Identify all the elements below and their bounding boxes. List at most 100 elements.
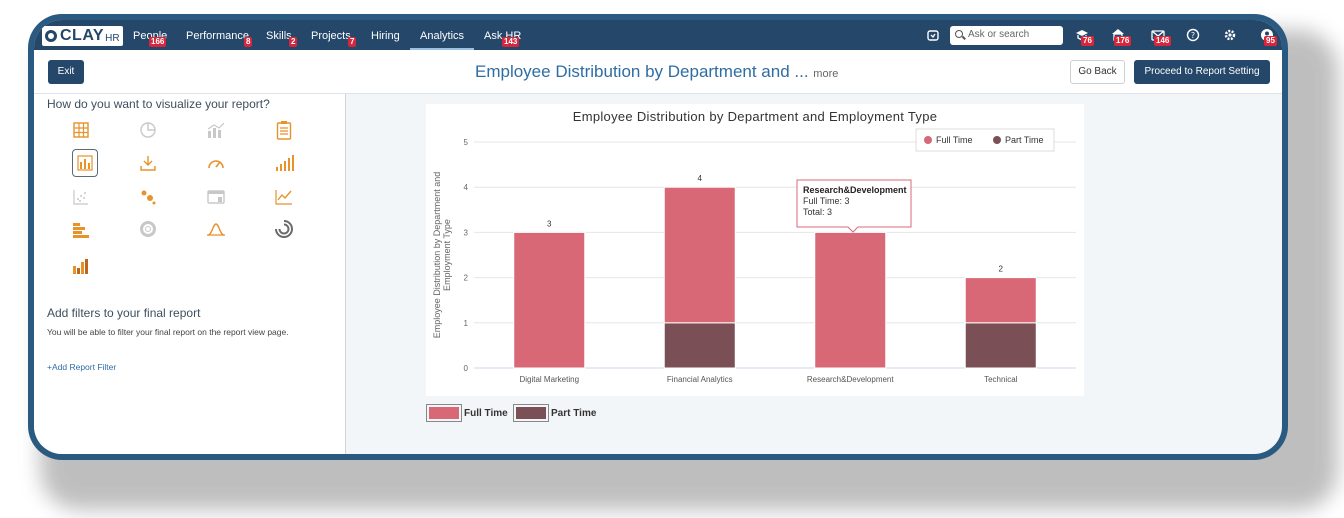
profile-icon[interactable]: 95: [1260, 28, 1277, 46]
logo-text: CLAY: [60, 27, 105, 44]
page-title: Employee Distribution by Department and …: [475, 62, 838, 82]
horizontal-bar-chart-icon[interactable]: [68, 218, 94, 244]
bar-total-label: 2: [999, 265, 1004, 274]
bar-total-label: 3: [547, 219, 552, 228]
help-icon[interactable]: ?: [1186, 28, 1200, 42]
stacked-bar-chart: Employee Distribution by Department and …: [432, 109, 1076, 384]
tooltip-box: [796, 179, 912, 233]
y-tick-label: 5: [464, 138, 469, 147]
tasks-badge: 76: [1081, 36, 1094, 46]
logo-suffix: HR: [105, 32, 120, 44]
nav-people[interactable]: People 166: [133, 30, 167, 47]
legend-full-time-marker: [924, 136, 932, 144]
scatter-plot-icon[interactable]: [68, 184, 94, 210]
nav-hiring-label: Hiring: [371, 30, 400, 42]
bar-full-time: [663, 186, 736, 324]
report-header: Exit Employee Distribution by Department…: [34, 50, 1282, 94]
x-tick-label: Digital Marketing: [519, 375, 579, 384]
waterfall-chart-icon[interactable]: [68, 253, 94, 279]
download-icon[interactable]: [135, 150, 161, 176]
bar-part-time: [663, 322, 736, 369]
announcements-icon[interactable]: 176: [1111, 28, 1132, 46]
tooltip-line2: Total: 3: [803, 207, 832, 217]
nav-skills-badge: 2: [289, 37, 298, 47]
ascending-bars-icon[interactable]: [271, 150, 297, 176]
page-title-text: Employee Distribution by Department and …: [475, 62, 809, 81]
profile-badge: 95: [1264, 36, 1277, 46]
nav-projects-label: Projects: [311, 30, 351, 42]
bottom-legend-full-time-label: Full Time: [464, 407, 508, 419]
line-chart-icon[interactable]: [271, 184, 297, 210]
x-tick-label: Technical: [984, 375, 1018, 384]
nav-ask-hr[interactable]: Ask HR 143: [484, 30, 521, 47]
exit-button[interactable]: Exit: [48, 60, 84, 84]
tasks-icon[interactable]: 76: [1075, 28, 1094, 46]
search-input[interactable]: Ask or search: [950, 26, 1063, 45]
go-back-button[interactable]: Go Back: [1070, 60, 1125, 84]
nav-hiring[interactable]: Hiring: [371, 30, 400, 42]
top-navbar: CLAY HR People 166 Performance 8 Skills …: [34, 20, 1282, 50]
legend-part-time-marker: [993, 136, 1001, 144]
y-tick-label: 1: [464, 319, 469, 328]
pie-chart-icon[interactable]: [135, 117, 161, 143]
mail-icon[interactable]: 146: [1151, 28, 1172, 46]
bottom-legend-part-time[interactable]: Part Time: [513, 404, 596, 422]
search-placeholder: Ask or search: [968, 29, 1030, 40]
y-tick-label: 0: [464, 364, 469, 373]
clayhr-logo[interactable]: CLAY HR: [42, 26, 123, 46]
nav-performance[interactable]: Performance 8: [186, 30, 253, 47]
gear-icon[interactable]: [1223, 28, 1237, 42]
x-tick-label: Financial Analytics: [667, 375, 733, 384]
nav-projects[interactable]: Projects 7: [311, 30, 357, 47]
y-tick-label: 3: [464, 228, 469, 237]
alarm-clock-icon[interactable]: [926, 28, 940, 42]
bar-total-label: 4: [698, 174, 703, 183]
bubble-chart-icon[interactable]: [135, 184, 161, 210]
nav-people-badge: 166: [149, 37, 167, 47]
y-tick-label: 4: [464, 183, 469, 192]
tooltip-line1: Full Time: 3: [803, 196, 850, 206]
nav-ask-hr-badge: 143: [502, 37, 520, 47]
proceed-button[interactable]: Proceed to Report Setting: [1134, 60, 1270, 84]
chart-container: Employee Distribution by Department and …: [426, 104, 1084, 396]
bottom-legend-part-time-label: Part Time: [551, 407, 597, 419]
gauge-chart-icon[interactable]: [203, 150, 229, 176]
radial-chart-icon[interactable]: [271, 216, 297, 242]
part-time-swatch: [513, 404, 549, 422]
legend-full-time-label: Full Time: [936, 135, 973, 145]
combo-chart-icon[interactable]: [203, 117, 229, 143]
table-chart-icon[interactable]: [68, 117, 94, 143]
nav-analytics[interactable]: Analytics: [410, 30, 475, 50]
x-tick-label: Research&Development: [807, 375, 894, 384]
announcements-badge: 176: [1114, 36, 1132, 46]
full-time-swatch: [426, 404, 462, 422]
add-report-filter-link[interactable]: +Add Report Filter: [47, 362, 117, 372]
filters-heading: Add filters to your final report: [47, 306, 201, 320]
nav-skills[interactable]: Skills 2: [266, 30, 298, 47]
donut-chart-icon[interactable]: [135, 216, 161, 242]
nav-skills-label: Skills: [266, 30, 292, 42]
more-link[interactable]: more: [813, 68, 839, 80]
report-clipboard-icon[interactable]: [271, 117, 297, 143]
y-tick-label: 2: [464, 274, 469, 283]
y-axis-label: Employee Distribution by Department andE…: [432, 172, 452, 339]
mail-badge: 146: [1154, 36, 1172, 46]
legend-part-time-label: Part Time: [1005, 135, 1044, 145]
app-window: CLAY HR People 166 Performance 8 Skills …: [34, 20, 1282, 454]
bar-full-time: [513, 231, 586, 369]
bottom-legend-full-time[interactable]: Full Time: [426, 404, 508, 422]
bar-full-time: [964, 277, 1037, 324]
nav-projects-badge: 7: [348, 37, 357, 47]
card-widget-icon[interactable]: [203, 184, 229, 210]
visualize-heading: How do you want to visualize your report…: [47, 97, 270, 111]
bar-chart-icon[interactable]: [72, 149, 98, 177]
left-panel: How do you want to visualize your report…: [34, 94, 346, 454]
chart-title: Employee Distribution by Department and …: [573, 109, 938, 124]
filters-hint: You will be able to filter your final re…: [47, 327, 289, 337]
bell-curve-icon[interactable]: [203, 216, 229, 242]
search-icon: [955, 30, 963, 38]
nav-performance-label: Performance: [186, 30, 249, 42]
chart-legend-box: [915, 128, 1055, 152]
bar-part-time: [964, 322, 1037, 369]
nav-performance-badge: 8: [244, 37, 253, 47]
